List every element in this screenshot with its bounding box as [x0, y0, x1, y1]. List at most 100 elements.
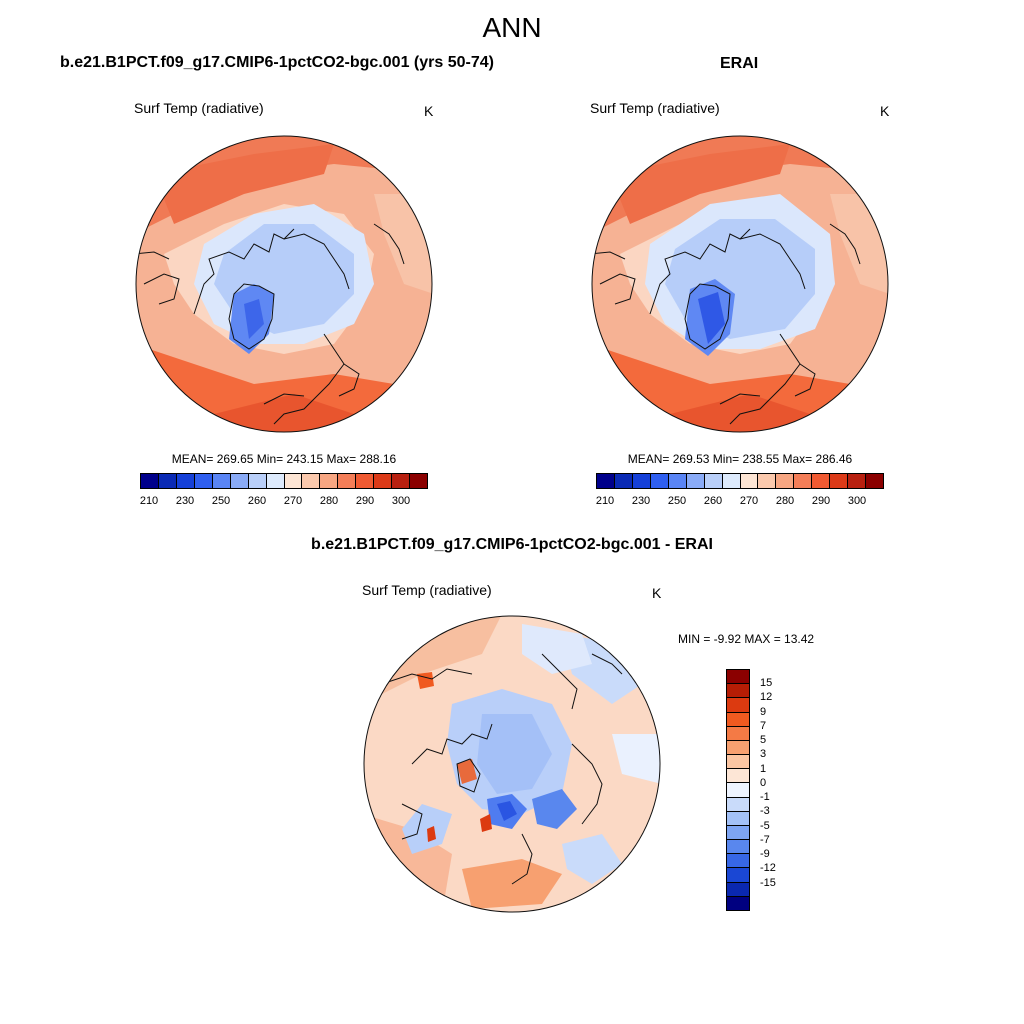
- colorbar-tick-label: 280: [775, 495, 795, 507]
- colorbar-swatch: [727, 769, 749, 784]
- panel1-stats: MEAN= 269.65 Min= 243.15 Max= 288.16: [171, 452, 397, 466]
- colorbar-tick-label: 7: [760, 719, 767, 732]
- colorbar-tick-label: 270: [283, 495, 303, 507]
- colorbar-swatch: [727, 684, 749, 699]
- panel1-polar-map: [135, 135, 433, 433]
- colorbar-tick-label: 12: [760, 691, 773, 704]
- colorbar-swatch: [212, 474, 231, 488]
- colorbar-swatch: [727, 698, 749, 713]
- colorbar-tick-label: 260: [703, 495, 723, 507]
- colorbar-tick-label: -12: [760, 862, 776, 875]
- colorbar-tick-label: 15: [760, 677, 773, 690]
- colorbar-swatch: [230, 474, 249, 488]
- panel3-variable-label: Surf Temp (radiative): [362, 582, 492, 598]
- colorbar-tick-label: 0: [760, 776, 767, 789]
- panel1-units-label: K: [424, 103, 434, 119]
- panel2-stats: MEAN= 269.53 Min= 238.55 Max= 286.46: [627, 452, 853, 466]
- colorbar-swatch: [727, 740, 749, 756]
- panel3-colorbar: [726, 669, 750, 911]
- panel1-colorbar-ticks: 210 230 250 260 270 280 290 300: [140, 495, 428, 509]
- colorbar-swatch: [727, 797, 749, 812]
- colorbar-swatch: [284, 474, 303, 488]
- colorbar-swatch: [848, 474, 867, 488]
- colorbar-swatch: [614, 474, 633, 488]
- colorbar-swatch: [722, 474, 741, 488]
- colorbar-swatch: [727, 783, 749, 798]
- colorbar-tick-label: 210: [139, 495, 159, 507]
- colorbar-swatch: [686, 474, 705, 488]
- colorbar-swatch: [668, 474, 687, 488]
- colorbar-tick-label: 210: [595, 495, 615, 507]
- colorbar-tick-label: 290: [355, 495, 375, 507]
- colorbar-swatch: [758, 474, 777, 488]
- colorbar-swatch: [866, 474, 883, 488]
- colorbar-swatch: [650, 474, 669, 488]
- colorbar-swatch: [727, 712, 749, 727]
- colorbar-swatch: [597, 474, 615, 488]
- colorbar-swatch: [632, 474, 651, 488]
- colorbar-swatch: [176, 474, 195, 488]
- colorbar-swatch: [320, 474, 339, 488]
- panel2-polar-map: [591, 135, 889, 433]
- colorbar-tick-label: -7: [760, 833, 770, 846]
- colorbar-tick-label: 300: [391, 495, 411, 507]
- figure-title: ANN: [482, 12, 542, 43]
- panel2-title: ERAI: [720, 55, 759, 72]
- colorbar-tick-label: -5: [760, 819, 770, 832]
- panel2-colorbar-ticks: 210 230 250 260 270 280 290 300: [596, 495, 884, 509]
- colorbar-tick-label: -15: [760, 876, 776, 889]
- colorbar-tick-label: -1: [760, 791, 770, 804]
- colorbar-tick-label: 270: [739, 495, 759, 507]
- colorbar-swatch: [830, 474, 849, 488]
- colorbar-swatch: [194, 474, 213, 488]
- panel3-units-label: K: [652, 585, 662, 601]
- panel1-colorbar: [140, 473, 428, 489]
- colorbar-tick-label: -9: [760, 848, 770, 861]
- colorbar-swatch: [727, 825, 749, 841]
- panel3-colorbar-ticks: 15 12 9 7 5 3 1 0 -1 -3 -5 -7 -9 -12 -15: [760, 669, 800, 911]
- colorbar-swatch: [727, 755, 749, 770]
- panel3-title: b.e21.B1PCT.f09_g17.CMIP6-1pctCO2-bgc.00…: [311, 536, 713, 553]
- colorbar-tick-label: 1: [760, 762, 767, 775]
- panel2-variable-label: Surf Temp (radiative): [590, 100, 720, 116]
- colorbar-swatch: [704, 474, 723, 488]
- colorbar-swatch: [266, 474, 285, 488]
- colorbar-swatch: [812, 474, 831, 488]
- panel2-units-label: K: [880, 103, 890, 119]
- colorbar-tick-label: 280: [319, 495, 339, 507]
- colorbar-swatch: [141, 474, 159, 488]
- colorbar-swatch: [740, 474, 759, 488]
- colorbar-swatch: [727, 896, 749, 910]
- colorbar-swatch: [727, 811, 749, 826]
- colorbar-swatch: [356, 474, 375, 488]
- colorbar-tick-label: 5: [760, 734, 767, 747]
- colorbar-swatch: [727, 854, 749, 869]
- colorbar-tick-label: 300: [847, 495, 867, 507]
- panel1-variable-label: Surf Temp (radiative): [134, 100, 264, 116]
- colorbar-swatch: [727, 670, 749, 685]
- colorbar-swatch: [248, 474, 267, 488]
- colorbar-swatch: [374, 474, 393, 488]
- colorbar-swatch: [776, 474, 795, 488]
- colorbar-tick-label: 3: [760, 748, 767, 761]
- colorbar-swatch: [727, 868, 749, 883]
- colorbar-swatch: [392, 474, 411, 488]
- colorbar-tick-label: 290: [811, 495, 831, 507]
- colorbar-tick-label: 250: [667, 495, 687, 507]
- colorbar-tick-label: 230: [631, 495, 651, 507]
- colorbar-swatch: [727, 726, 749, 741]
- colorbar-swatch: [158, 474, 177, 488]
- colorbar-tick-label: 230: [175, 495, 195, 507]
- panel1-title: b.e21.B1PCT.f09_g17.CMIP6-1pctCO2-bgc.00…: [60, 54, 494, 71]
- colorbar-tick-label: -3: [760, 805, 770, 818]
- colorbar-tick-label: 9: [760, 705, 767, 718]
- colorbar-tick-label: 250: [211, 495, 231, 507]
- colorbar-swatch: [727, 840, 749, 855]
- colorbar-swatch: [794, 474, 813, 488]
- panel2-colorbar: [596, 473, 884, 489]
- colorbar-swatch: [338, 474, 357, 488]
- colorbar-tick-label: 260: [247, 495, 267, 507]
- panel3-polar-map: [363, 615, 661, 913]
- colorbar-swatch: [727, 882, 749, 897]
- colorbar-swatch: [302, 474, 321, 488]
